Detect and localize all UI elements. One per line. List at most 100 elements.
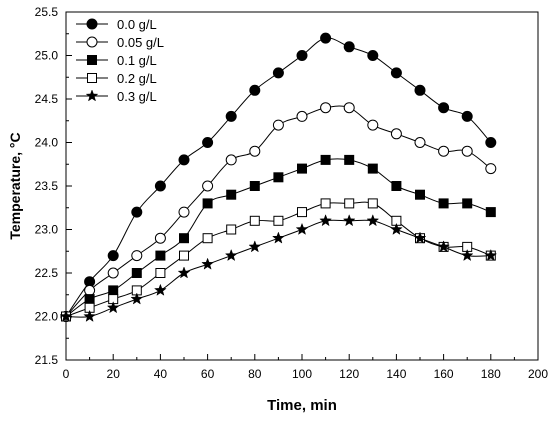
x-tick-label: 200 bbox=[528, 367, 548, 381]
data-point bbox=[461, 110, 473, 122]
data-point bbox=[249, 84, 261, 96]
y-axis-title: Temperature, °C bbox=[7, 132, 23, 239]
data-point bbox=[249, 215, 260, 226]
data-point bbox=[343, 41, 355, 53]
x-tick-label: 0 bbox=[63, 367, 70, 381]
data-point bbox=[438, 145, 450, 157]
data-point bbox=[201, 257, 214, 270]
data-point bbox=[390, 67, 402, 79]
data-point bbox=[226, 224, 237, 235]
data-point bbox=[249, 181, 260, 191]
data-point bbox=[438, 198, 449, 209]
series-star bbox=[59, 214, 498, 322]
data-point bbox=[154, 232, 166, 244]
data-point bbox=[367, 198, 378, 209]
data-point bbox=[367, 119, 379, 131]
data-point bbox=[106, 301, 120, 314]
data-point bbox=[437, 240, 450, 253]
x-tick-label: 100 bbox=[292, 367, 312, 381]
data-point bbox=[343, 102, 355, 114]
x-tick-label: 60 bbox=[201, 367, 215, 381]
data-point bbox=[202, 137, 214, 148]
data-point bbox=[108, 285, 119, 296]
data-point bbox=[391, 181, 402, 191]
data-point bbox=[367, 163, 378, 174]
data-point bbox=[154, 180, 166, 192]
legend-item: 0.2 g/L bbox=[76, 71, 157, 86]
data-point bbox=[273, 215, 284, 226]
data-point bbox=[366, 214, 380, 227]
data-point bbox=[461, 145, 473, 157]
legend-item: 0.3 g/L bbox=[76, 89, 157, 104]
legend-marker bbox=[86, 18, 98, 30]
data-point bbox=[155, 268, 166, 278]
legend-item: 0.05 g/L bbox=[76, 35, 164, 50]
data-point bbox=[179, 233, 189, 244]
y-tick-label: 25.5 bbox=[35, 5, 59, 19]
data-point bbox=[320, 154, 331, 165]
data-point bbox=[272, 231, 285, 244]
data-point bbox=[154, 283, 167, 296]
data-point bbox=[202, 198, 213, 209]
data-point bbox=[272, 67, 284, 79]
data-point bbox=[107, 250, 119, 262]
data-point bbox=[413, 231, 427, 244]
data-point bbox=[131, 206, 143, 218]
data-point bbox=[225, 154, 237, 166]
data-point bbox=[342, 214, 356, 227]
legend-label: 0.3 g/L bbox=[117, 89, 157, 104]
y-tick-label: 22.5 bbox=[35, 266, 59, 280]
data-point bbox=[83, 309, 96, 322]
data-point bbox=[249, 145, 261, 157]
y-tick-label: 24.5 bbox=[35, 92, 59, 106]
data-point bbox=[84, 294, 95, 305]
data-point bbox=[178, 154, 190, 166]
data-point bbox=[202, 233, 213, 244]
data-point bbox=[84, 284, 96, 296]
data-point bbox=[414, 84, 426, 96]
legend-label: 0.05 g/L bbox=[117, 35, 164, 50]
data-point bbox=[390, 222, 403, 235]
legend-item: 0.1 g/L bbox=[76, 53, 157, 68]
x-tick-label: 160 bbox=[434, 367, 454, 381]
data-point bbox=[179, 250, 189, 261]
data-point bbox=[248, 240, 262, 253]
legend-marker bbox=[87, 73, 97, 83]
y-tick-label: 25.0 bbox=[35, 49, 59, 63]
data-point bbox=[202, 180, 214, 192]
data-point bbox=[320, 102, 332, 114]
data-point bbox=[438, 102, 450, 114]
data-point bbox=[155, 250, 166, 261]
x-tick-label: 40 bbox=[154, 367, 168, 381]
x-tick-label: 20 bbox=[107, 367, 121, 381]
data-point bbox=[484, 248, 498, 262]
x-tick-label: 120 bbox=[339, 367, 359, 381]
data-point bbox=[485, 207, 496, 218]
series-layer bbox=[59, 32, 498, 322]
data-point bbox=[485, 163, 497, 175]
y-tick-label: 22.0 bbox=[35, 310, 59, 324]
data-point bbox=[226, 189, 237, 200]
data-point bbox=[296, 110, 308, 122]
legend-marker bbox=[86, 36, 98, 48]
data-point bbox=[319, 214, 332, 227]
data-point bbox=[130, 292, 144, 305]
legend: 0.0 g/L 0.05 g/L 0.1 g/L 0.2 g/L 0.3 g/L bbox=[76, 17, 164, 104]
legend-marker bbox=[85, 89, 99, 102]
x-axis: 0 20 40 60 80 100 120 140 160 180 200 bbox=[63, 354, 548, 381]
data-point bbox=[344, 198, 355, 209]
data-point bbox=[225, 110, 237, 122]
legend-item: 0.0 g/L bbox=[76, 17, 157, 32]
data-point bbox=[460, 248, 474, 262]
series-filled-square bbox=[61, 154, 496, 322]
y-tick-label: 23.0 bbox=[35, 223, 59, 237]
data-point bbox=[367, 50, 379, 61]
legend-label: 0.2 g/L bbox=[117, 71, 157, 86]
data-point bbox=[224, 248, 238, 262]
y-axis: 21.5 22.0 22.5 23.0 23.5 24.0 24.5 25.0 25.5 bbox=[35, 5, 72, 367]
series-filled-circle bbox=[60, 32, 497, 322]
data-point bbox=[272, 119, 284, 131]
legend-marker bbox=[87, 55, 97, 65]
legend-label: 0.0 g/L bbox=[117, 17, 157, 32]
data-point bbox=[320, 198, 331, 209]
